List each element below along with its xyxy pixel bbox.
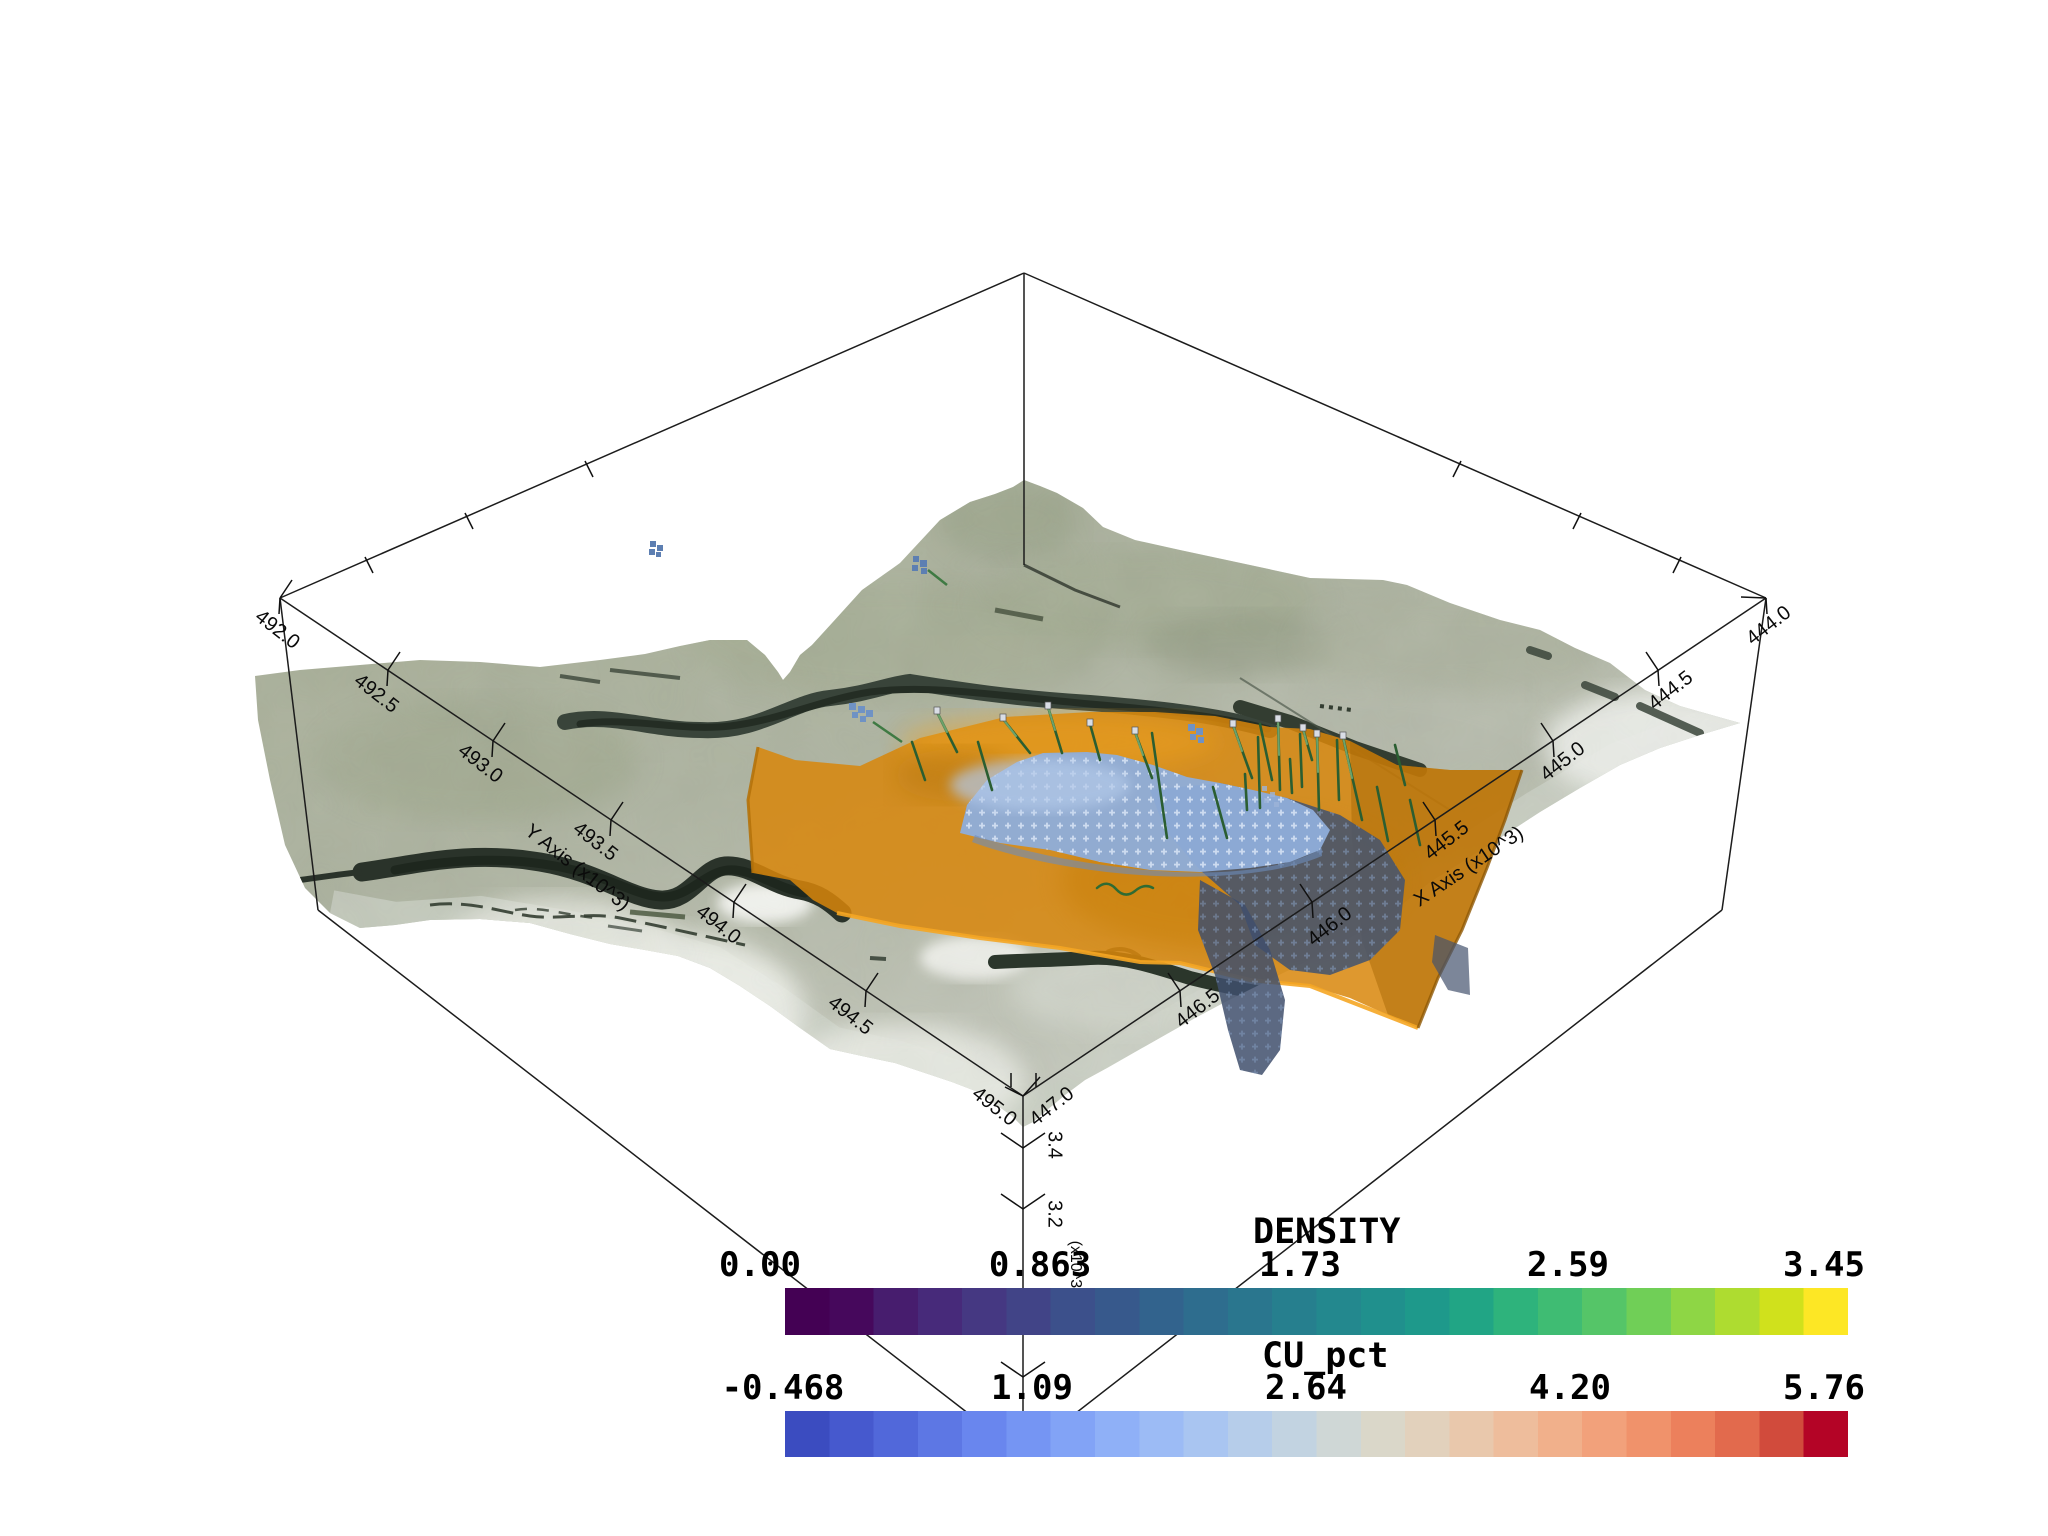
cu-pct-tick-label: 5.76 [1783, 1368, 1865, 1408]
point-cloud-light [950, 752, 1330, 877]
voxel-clusters [649, 541, 1279, 807]
density-title: DENSITY [1253, 1212, 1401, 1252]
x-axis-ticks [1167, 596, 1768, 1008]
drill-holes [910, 701, 1422, 896]
cu-pct-gradient-bar[interactable] [785, 1411, 1848, 1457]
terrain-back-edge [1023, 563, 1121, 609]
density-tick-label: 0.00 [719, 1245, 801, 1285]
density-tick-label: 1.73 [1259, 1245, 1341, 1285]
cu-pct-title: CU_pct [1262, 1336, 1389, 1376]
cu-pct-tick-label: 4.20 [1529, 1368, 1611, 1408]
z-axis-ticks [1000, 1132, 1046, 1378]
z-tick-label: 3.4 [1043, 1131, 1066, 1159]
cu-pct-tick-label: 2.64 [1265, 1368, 1347, 1408]
cu-pct-tick-label: 1.09 [991, 1368, 1073, 1408]
density-tick-label: 2.59 [1527, 1245, 1609, 1285]
density-tick-label: 0.863 [988, 1245, 1092, 1285]
density-gradient-bar[interactable] [785, 1288, 1848, 1335]
density-tick-label: 3.45 [1783, 1245, 1865, 1285]
y-axis-ticks [278, 579, 879, 1008]
cu-pct-tick-label: -0.468 [721, 1368, 845, 1408]
drill-collar-tips [933, 701, 1347, 740]
z-tick-label: 3.2 [1043, 1200, 1066, 1228]
axis-tick-marks [278, 460, 1768, 1378]
bounding-box-wireframe [279, 272, 1767, 1456]
